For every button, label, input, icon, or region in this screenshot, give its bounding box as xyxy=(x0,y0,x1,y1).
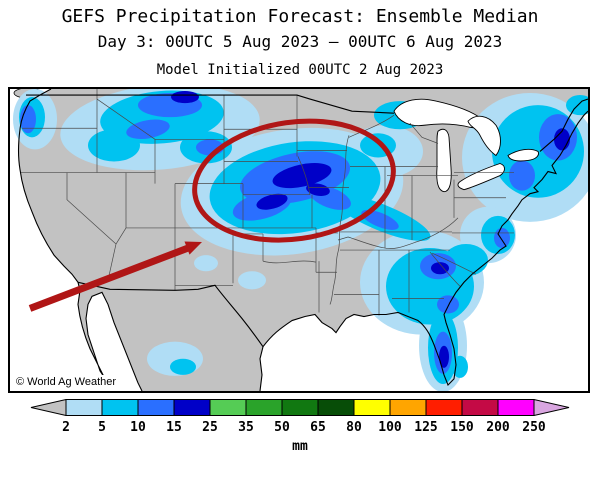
lake-michigan xyxy=(436,128,452,193)
legend-segment xyxy=(281,399,319,416)
great-lakes xyxy=(393,98,539,193)
legend-segment xyxy=(497,399,535,416)
coastline xyxy=(17,89,588,391)
legend-tick-label: 100 xyxy=(378,420,402,435)
legend-segment xyxy=(461,399,499,416)
lake-ontario xyxy=(507,148,539,162)
legend-ticks: 2 5 10 15 25 35 50 65 80 100 125 150 200 250 xyxy=(0,420,600,436)
legend-tick-label: 50 xyxy=(274,420,290,435)
international-borders xyxy=(26,94,588,348)
highlight-arrow-shaft xyxy=(28,244,190,312)
legend-tick-label: 200 xyxy=(486,420,510,435)
legend-tick-label: 5 xyxy=(98,420,106,435)
legend-tick-label: 25 xyxy=(202,420,218,435)
legend-segment xyxy=(245,399,283,416)
lake-erie xyxy=(457,163,505,191)
legend-tick-label: 250 xyxy=(522,420,546,435)
legend-tick-label: 125 xyxy=(414,420,438,435)
model-init-line: Model Initialized 00UTC 2 Aug 2023 xyxy=(156,62,444,78)
legend-unit: mm xyxy=(292,439,308,454)
legend-tick-label: 10 xyxy=(130,420,146,435)
highlight-ellipse xyxy=(192,118,396,243)
legend-tick-label: 15 xyxy=(166,420,182,435)
legend-segment xyxy=(209,399,247,416)
page-subtitle: Day 3: 00UTC 5 Aug 2023 — 00UTC 6 Aug 20… xyxy=(97,32,503,51)
watermark: © World Ag Weather xyxy=(12,375,121,389)
legend-segment xyxy=(173,399,211,416)
legend-segment xyxy=(533,399,570,416)
legend-tick-label: 35 xyxy=(238,420,254,435)
highlight-arrow-head xyxy=(184,241,202,255)
legend-tick-label: 80 xyxy=(346,420,362,435)
us-precipitation-map xyxy=(13,89,588,391)
legend-segment xyxy=(30,399,67,416)
legend-tick-label: 65 xyxy=(310,420,326,435)
legend-segment xyxy=(101,399,139,416)
lake-huron xyxy=(467,115,501,157)
legend-tick-label: 2 xyxy=(62,420,70,435)
forecast-map-frame: © World Ag Weather xyxy=(8,87,590,393)
legend-segment xyxy=(137,399,175,416)
page-title: GEFS Precipitation Forecast: Ensemble Me… xyxy=(61,6,539,27)
legend-segment xyxy=(425,399,463,416)
legend-segment xyxy=(317,399,355,416)
legend-segment xyxy=(65,399,103,416)
legend-tick-label: 150 xyxy=(450,420,474,435)
legend-colorbar xyxy=(30,399,570,416)
legend-segment xyxy=(389,399,427,416)
legend-segment xyxy=(353,399,391,416)
